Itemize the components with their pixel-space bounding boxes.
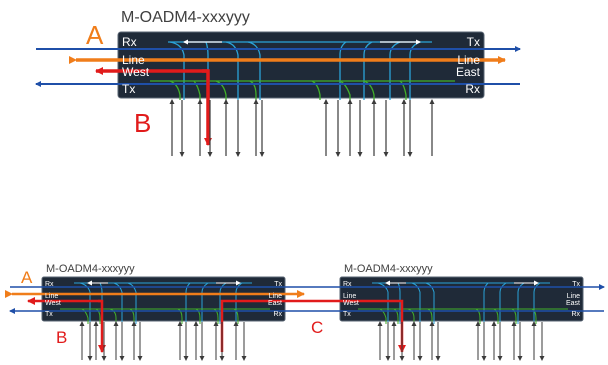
label-line-right: Line bbox=[457, 53, 480, 67]
bottom-channel-port-arrows bbox=[79, 321, 545, 361]
top-module-title: M-OADM4-xxxyyy bbox=[121, 9, 250, 26]
bottom-diagram: M-OADM4-xxxyyy M-OADM4-xxxyyy A bbox=[5, 263, 605, 361]
channel-port-arrows bbox=[169, 99, 435, 157]
marker-a-bottom: A bbox=[21, 268, 33, 287]
drop-path-b-vertical bbox=[202, 69, 212, 146]
bl-label-tx-right: Tx bbox=[274, 281, 282, 288]
label-tx-left: Tx bbox=[122, 82, 135, 96]
green-filter-taps bbox=[150, 80, 455, 100]
br-label-line-left: Line bbox=[343, 293, 356, 300]
top-module: M-OADM4-xxxyyy A bbox=[35, 9, 521, 157]
marker-c: C bbox=[311, 318, 323, 337]
right-module-panel bbox=[339, 276, 584, 322]
bottom-right-module-title: M-OADM4-xxxyyy bbox=[344, 263, 433, 275]
br-label-line-right: Line bbox=[567, 293, 580, 300]
bl-label-line-right: Line bbox=[269, 293, 282, 300]
bl-label-tx-left: Tx bbox=[45, 311, 53, 318]
right-green-filters bbox=[358, 308, 568, 324]
bl-label-west: West bbox=[45, 300, 61, 307]
marker-b-bottom: B bbox=[56, 328, 67, 347]
left-module-panel bbox=[41, 276, 286, 322]
br-label-tx-right: Tx bbox=[572, 281, 580, 288]
br-label-west: West bbox=[343, 300, 359, 307]
label-tx-right: Tx bbox=[467, 35, 480, 49]
br-label-tx-left: Tx bbox=[343, 311, 351, 318]
label-rx-left: Rx bbox=[122, 35, 137, 49]
label-rx-right: Rx bbox=[465, 82, 480, 96]
bl-label-east: East bbox=[268, 300, 282, 307]
label-line-left: Line bbox=[122, 53, 145, 67]
bl-label-rx-right: Rx bbox=[273, 311, 282, 318]
br-label-rx-right: Rx bbox=[571, 311, 580, 318]
br-label-east: East bbox=[566, 300, 580, 307]
bottom-drop-b-vertical bbox=[98, 299, 106, 353]
marker-b: B bbox=[134, 108, 151, 138]
label-east: East bbox=[456, 65, 481, 79]
bl-label-rx-left: Rx bbox=[45, 281, 54, 288]
label-west: West bbox=[122, 65, 150, 79]
bottom-left-module-title: M-OADM4-xxxyyy bbox=[46, 263, 135, 275]
left-green-filters bbox=[60, 308, 270, 324]
marker-a: A bbox=[86, 20, 104, 50]
br-label-rx-left: Rx bbox=[343, 281, 352, 288]
bl-label-line-left: Line bbox=[45, 293, 58, 300]
